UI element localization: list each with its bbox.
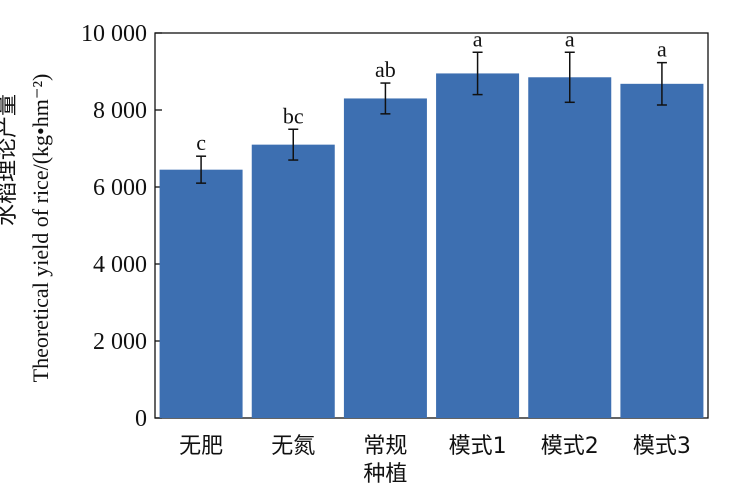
significance-label: c (196, 130, 206, 155)
y-tick-label: 2 000 (93, 329, 147, 355)
category-label: 模式3 (633, 434, 691, 459)
bar (436, 73, 520, 419)
category-label-line: 模式2 (541, 434, 599, 459)
bar (620, 83, 704, 418)
y-tick-label: 0 (135, 406, 147, 432)
significance-label: a (565, 26, 575, 51)
y-axis-title: Theoretical yield of rice/(kg•hm⁻²) (28, 74, 53, 383)
category-label: 模式2 (541, 434, 599, 459)
category-label-line: 模式3 (633, 434, 691, 459)
category-label-line: 无肥 (179, 434, 223, 459)
category-label-line: 无氮 (271, 434, 315, 459)
significance-label: a (473, 26, 483, 51)
labels: 0 2 000 4 000 6 000 8 000 10 000 c 无肥 bc 无氮 ab 常规种植… (81, 21, 691, 487)
y-tick-label: 8 000 (93, 98, 147, 124)
bar (528, 77, 612, 419)
category-label: 常规种植 (363, 434, 407, 487)
y-axis-title-text: Theoretical yield of rice/(kg•hm⁻²) (28, 74, 53, 383)
y-tick-label: 4 000 (93, 252, 147, 278)
error-bars (196, 51, 667, 184)
y-tick-label: 6 000 (93, 175, 147, 201)
bar (343, 98, 427, 418)
significance-label: bc (283, 103, 304, 128)
significance-label: ab (375, 57, 396, 82)
y-tick-label: 10 000 (81, 21, 147, 47)
category-label: 无氮 (271, 434, 315, 459)
y-axis-title-cn: 水稻理论产量 (0, 94, 20, 226)
category-label-line: 常规 (363, 434, 407, 459)
y-axis-title-cn-text: 水稻理论产量 (0, 94, 20, 226)
bar (159, 169, 243, 418)
category-label-line: 种植 (363, 462, 407, 487)
plot-frame (154, 32, 709, 419)
bar (251, 144, 335, 418)
category-label-line: 模式1 (449, 434, 507, 459)
bars (159, 73, 704, 419)
category-label: 模式1 (449, 434, 507, 459)
significance-label: a (657, 37, 667, 62)
y-axis-title-group: Theoretical yield of rice/(kg•hm⁻²) 水稻理论产… (0, 74, 53, 383)
category-label: 无肥 (179, 434, 223, 459)
